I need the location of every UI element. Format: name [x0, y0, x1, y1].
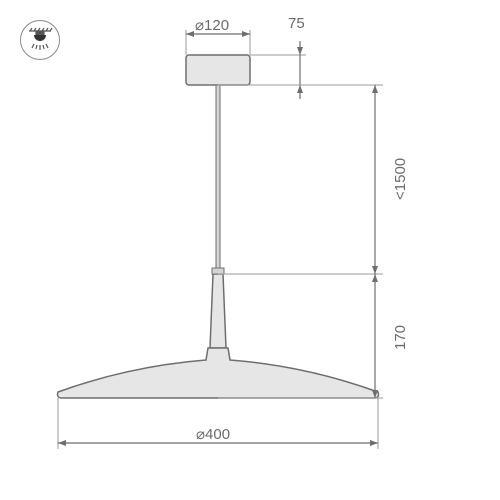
dim-shade-dia: ⌀400: [196, 425, 230, 443]
dim-canopy-h: 75: [288, 15, 305, 32]
dim-canopy-dia: ⌀120: [195, 16, 229, 34]
dim-cord-len: <1500: [392, 158, 409, 200]
lamp-drawing: [0, 0, 500, 500]
drawing-canvas: ⌀120 75 <1500 170 ⌀400: [0, 0, 500, 500]
dim-stem-shade-h: 170: [392, 325, 409, 350]
ceiling-mount-icon: [20, 20, 60, 60]
